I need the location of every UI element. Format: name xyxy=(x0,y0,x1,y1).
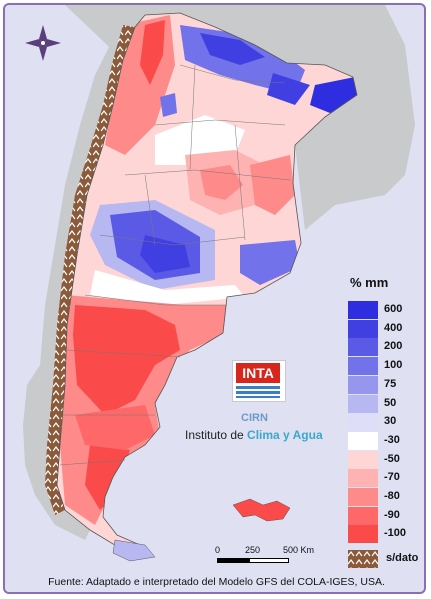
legend-label: 100 xyxy=(384,359,403,372)
legend-label: 400 xyxy=(384,321,403,334)
inta-logo-text: INTA xyxy=(236,363,280,383)
legend-swatch xyxy=(348,394,378,413)
legend-item: 100 xyxy=(348,357,418,376)
legend-swatch xyxy=(348,301,378,319)
neighbor-land-chile-islands xyxy=(23,365,55,525)
institute-accent: Clima y Agua xyxy=(247,428,323,442)
precipitation-anomaly-map xyxy=(23,5,415,562)
legend-label: 600 xyxy=(384,303,403,315)
legend-label: -50 xyxy=(384,452,400,465)
argentina-outline xyxy=(56,12,358,551)
legend-label: 75 xyxy=(384,377,397,390)
legend-item: 75 xyxy=(348,375,418,394)
legend-item: -50 xyxy=(348,450,418,469)
cirn-label: CIRN xyxy=(241,412,268,424)
legend-swatch xyxy=(348,450,378,469)
legend-item: 30 xyxy=(348,413,418,432)
malvinas-islands xyxy=(232,498,291,522)
source-caption: Fuente: Adaptado e interpretado del Mode… xyxy=(48,576,385,588)
legend-item: 400 xyxy=(348,319,418,338)
legend-item: -100 xyxy=(348,525,418,544)
legend-label: -70 xyxy=(384,471,400,484)
legend-label: -30 xyxy=(384,433,400,446)
institute-label: Instituto de Clima y Agua xyxy=(185,428,323,442)
inta-logo: INTA xyxy=(232,360,286,402)
legend-title: % mm xyxy=(350,275,389,290)
legend-item: 600 xyxy=(348,301,418,319)
no-data-swatch xyxy=(348,550,378,568)
legend-item: -90 xyxy=(348,506,418,525)
compass-rose-icon xyxy=(25,25,61,61)
legend-label: -80 xyxy=(384,490,400,502)
scale-bar: 0 250 500 Km xyxy=(215,545,345,575)
no-data-strip xyxy=(45,25,135,515)
scale-label-500: 500 Km xyxy=(283,545,315,555)
legend-item: -80 xyxy=(348,488,418,506)
legend-swatch xyxy=(348,431,378,450)
legend-item: 200 xyxy=(348,338,418,357)
legend-swatch xyxy=(348,525,378,544)
legend-swatch xyxy=(348,338,378,357)
legend-swatch xyxy=(348,319,378,338)
legend-swatch xyxy=(348,488,378,506)
tierra-del-fuego xyxy=(112,539,156,562)
no-data-label: s/dato xyxy=(386,552,419,564)
legend-label: -90 xyxy=(384,508,400,521)
scale-label-250: 250 xyxy=(245,545,261,555)
legend-label: 50 xyxy=(384,396,397,409)
legend-label: -100 xyxy=(384,527,407,540)
legend-label: 30 xyxy=(384,415,397,428)
legend-swatch xyxy=(348,357,378,376)
legend-label: 200 xyxy=(384,340,403,353)
legend-swatch xyxy=(348,506,378,525)
legend-swatch xyxy=(348,375,378,394)
legend-swatch xyxy=(348,413,378,432)
legend-item: -70 xyxy=(348,469,418,488)
inta-logo-stripes-icon xyxy=(236,386,280,398)
province-boundaries xyxy=(59,64,291,466)
institute-prefix: Instituto de xyxy=(185,428,248,442)
legend-swatch xyxy=(348,469,378,488)
scale-label-0: 0 xyxy=(215,545,221,555)
map-frame: % mm 600 400 200 100 75 50 30 -30 -50 -70 -80 -90 -1… xyxy=(3,3,426,594)
neighbor-land-north xyxy=(65,5,415,230)
legend-item: 50 xyxy=(348,394,418,413)
legend-item: -30 xyxy=(348,431,418,450)
